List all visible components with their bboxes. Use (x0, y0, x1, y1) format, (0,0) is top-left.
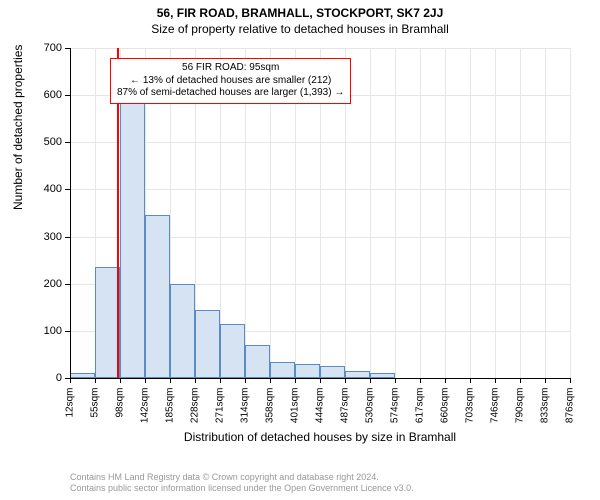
annotation-box: 56 FIR ROAD: 95sqm← 13% of detached hous… (110, 58, 351, 104)
gridline-v (445, 48, 446, 378)
attribution-footer: Contains HM Land Registry data © Crown c… (70, 472, 414, 494)
xtick-label: 487sqm (340, 388, 351, 424)
gridline-v (520, 48, 521, 378)
histogram-bar (220, 324, 245, 378)
xtick-label: 876sqm (565, 388, 576, 424)
xtick-label: 55sqm (90, 388, 101, 418)
histogram-bar (245, 345, 270, 378)
xtick-label: 228sqm (190, 388, 201, 424)
xtick-label: 703sqm (465, 388, 476, 424)
xtick-label: 358sqm (265, 388, 276, 424)
xtick-label: 833sqm (540, 388, 551, 424)
histogram-bar (145, 215, 170, 378)
y-axis-line (70, 48, 71, 378)
annotation-line: ← 13% of detached houses are smaller (21… (117, 75, 344, 88)
ytick-label: 600 (44, 89, 62, 101)
annotation-line: 56 FIR ROAD: 95sqm (117, 62, 344, 75)
gridline-v (395, 48, 396, 378)
gridline-v (570, 48, 571, 378)
gridline-v (545, 48, 546, 378)
gridline-v (470, 48, 471, 378)
ytick-label: 400 (44, 183, 62, 195)
xtick-label: 271sqm (215, 388, 226, 424)
histogram-bar (170, 284, 195, 378)
xtick-label: 617sqm (415, 388, 426, 424)
xtick-label: 574sqm (390, 388, 401, 424)
xtick-label: 444sqm (315, 388, 326, 424)
footer-line-1: Contains HM Land Registry data © Crown c… (70, 472, 414, 483)
xtick-label: 401sqm (290, 388, 301, 424)
xtick-label: 98sqm (115, 388, 126, 418)
xtick-mark (570, 378, 571, 383)
xtick-label: 746sqm (490, 388, 501, 424)
x-axis-label: Distribution of detached houses by size … (70, 430, 570, 444)
chart-subtitle: Size of property relative to detached ho… (0, 20, 600, 36)
xtick-label: 142sqm (140, 388, 151, 424)
xtick-label: 530sqm (365, 388, 376, 424)
xtick-label: 790sqm (515, 388, 526, 424)
histogram-bar (345, 371, 370, 378)
xtick-label: 185sqm (165, 388, 176, 424)
ytick-label: 500 (44, 136, 62, 148)
ytick-label: 300 (44, 231, 62, 243)
ytick-label: 0 (56, 372, 62, 384)
annotation-line: 87% of semi-detached houses are larger (… (117, 87, 344, 100)
xtick-label: 660sqm (440, 388, 451, 424)
histogram-bar (270, 362, 295, 379)
ytick-label: 200 (44, 278, 62, 290)
histogram-bar (195, 310, 220, 378)
x-axis-line (70, 378, 570, 379)
xtick-label: 12sqm (65, 388, 76, 418)
chart-title-address: 56, FIR ROAD, BRAMHALL, STOCKPORT, SK7 2… (0, 0, 600, 20)
histogram-bar (320, 366, 345, 378)
histogram-bar (95, 267, 120, 378)
gridline-v (370, 48, 371, 378)
histogram-bar (120, 95, 145, 378)
plot-area: 010020030040050060070012sqm55sqm98sqm142… (70, 48, 570, 378)
ytick-label: 700 (44, 42, 62, 54)
gridline-v (420, 48, 421, 378)
xtick-label: 314sqm (240, 388, 251, 424)
y-axis-label: Number of detached properties (11, 45, 25, 210)
gridline-v (495, 48, 496, 378)
footer-line-2: Contains public sector information licen… (70, 483, 414, 494)
ytick-label: 100 (44, 325, 62, 337)
histogram-bar (295, 364, 320, 378)
